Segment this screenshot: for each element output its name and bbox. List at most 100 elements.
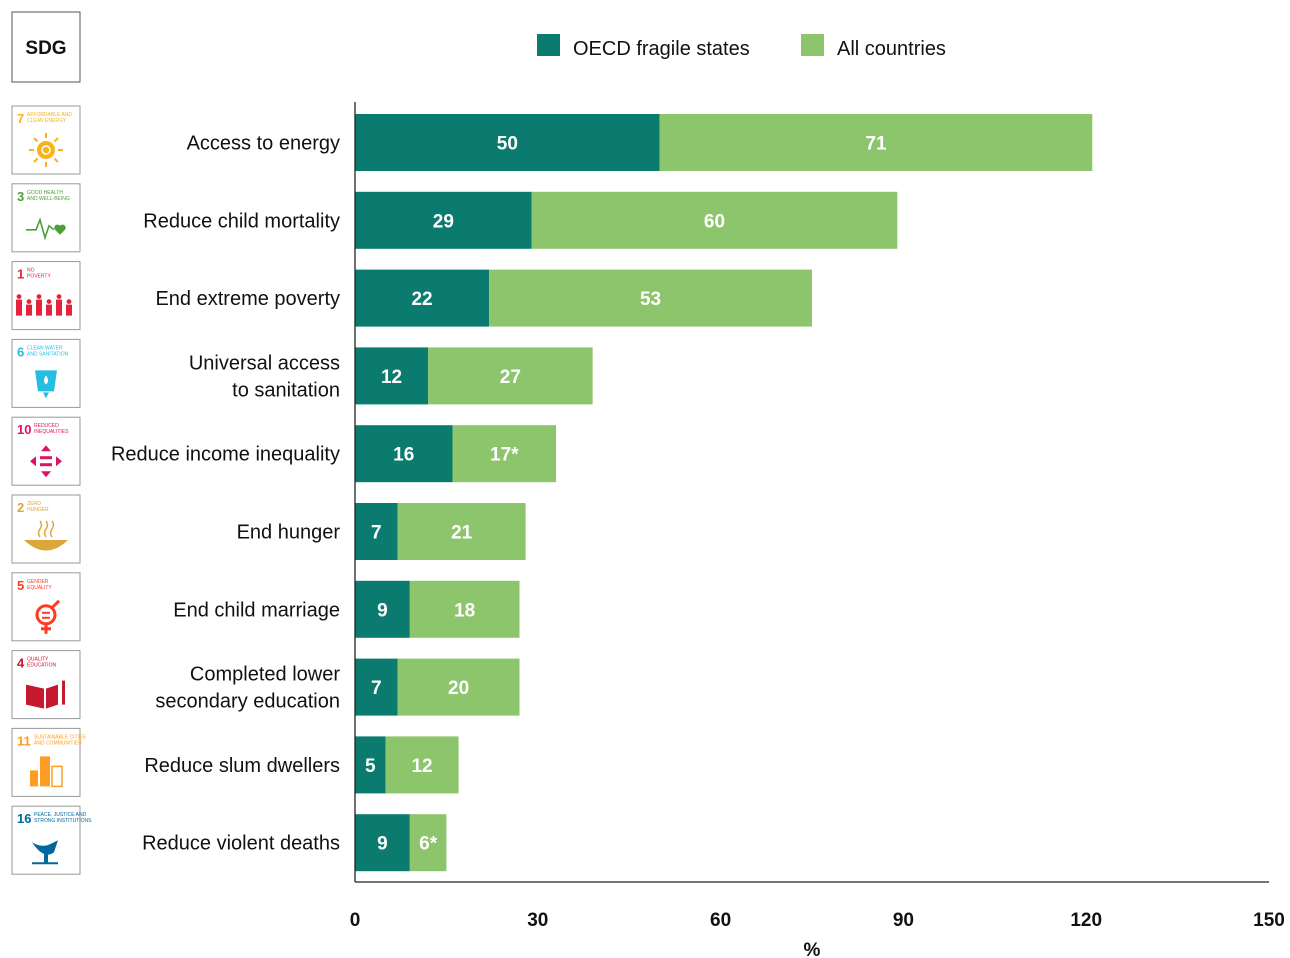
category-labels: Access to energy Reduce child mortality En… — [111, 133, 340, 855]
sdg-goal-title-line: CLEAN WATER — [27, 345, 63, 351]
bowl-icon — [24, 520, 68, 551]
bar-fragile-2 — [355, 269, 490, 327]
sdg-goal-number: 7 — [17, 111, 24, 126]
data-label-fragile-2: 22 — [411, 289, 432, 310]
sdg-goal-number: 6 — [17, 344, 24, 359]
sdg-goal-title-line: AND COMMUNITIES — [34, 740, 82, 746]
x-tick-label-5: 150 — [1253, 910, 1285, 931]
data-label-all-9: 6* — [419, 834, 438, 855]
data-label-fragile-3: 12 — [381, 367, 402, 388]
sdg-goal-number: 2 — [17, 500, 24, 515]
category-label-1: Reduce child mortality — [143, 210, 340, 232]
sdg-goal-number: 4 — [17, 656, 25, 671]
sdg-goal-number: 3 — [17, 189, 24, 204]
category-label-5: End hunger — [237, 522, 341, 544]
legend-label-all: All countries — [837, 38, 946, 60]
sdg-goal-title-line: CLEAN ENERGY — [27, 118, 67, 124]
heartbeat-icon — [26, 217, 66, 241]
category-label-3-line-0: Universal access — [189, 352, 340, 374]
x-tick-labels: 0 30 60 90 120 150 — [350, 910, 1285, 931]
sdg-goal-title-line: AND SANITATION — [27, 351, 69, 357]
category-label-7-line-1: secondary education — [155, 691, 340, 713]
sdg-goal-number: 1 — [17, 267, 24, 282]
water-glass-icon — [35, 370, 57, 399]
sdg-goal-title-line: INEQUALITIES — [34, 429, 69, 435]
category-label-3-line-1: to sanitation — [232, 379, 340, 401]
bar-all-2 — [489, 269, 812, 327]
sdg-goal-number: 16 — [17, 811, 31, 826]
data-label-fragile-6: 9 — [377, 600, 388, 621]
sdg-goal-number: 11 — [17, 733, 31, 748]
bar-all-9 — [409, 814, 447, 872]
bar-all-3 — [428, 347, 593, 405]
data-label-all-8: 12 — [411, 756, 432, 777]
data-label-all-4: 17* — [490, 445, 519, 466]
sun-power-icon — [29, 133, 63, 167]
bar-fragile-5 — [355, 503, 398, 560]
bar-fragile-9 — [355, 814, 410, 872]
sdg-goal-number: 10 — [17, 422, 31, 437]
dove-gavel-icon — [32, 840, 58, 865]
sdg-goal-title-line: EDUCATION — [27, 663, 56, 669]
data-label-fragile-8: 5 — [365, 756, 376, 777]
data-label-all-6: 18 — [454, 600, 475, 621]
bar-all-4 — [452, 425, 557, 483]
bar-all-8 — [385, 736, 459, 794]
data-label-fragile-5: 7 — [371, 523, 382, 544]
data-label-all-3: 27 — [500, 367, 521, 388]
sdg-goal-title-line: NO — [27, 268, 35, 274]
sdg-header: SDG — [11, 11, 81, 83]
sdg-header-label: SDG — [25, 38, 66, 59]
data-label-fragile-0: 50 — [497, 134, 518, 155]
bar-all-6 — [409, 580, 520, 638]
sdg-goal-title-line: QUALITY — [27, 657, 49, 663]
data-label-fragile-4: 16 — [393, 445, 414, 466]
data-label-all-0: 71 — [865, 134, 887, 155]
category-label-8: Reduce slum dwellers — [144, 755, 340, 777]
gender-symbol-icon — [35, 599, 61, 634]
city-buildings-icon — [30, 756, 63, 788]
x-tick-label-2: 60 — [710, 910, 731, 931]
sdg-tile-frame — [11, 183, 81, 253]
book-pencil-icon — [26, 680, 65, 709]
category-label-7-line-0: Completed lower — [190, 664, 340, 686]
bars: 50 71 29 60 22 53 12 27 16 17* 7 21 9 18 7 20 5 12 9 6* — [355, 114, 1093, 872]
family-icon — [16, 294, 72, 316]
data-label-fragile-7: 7 — [371, 678, 382, 699]
bar-fragile-0 — [355, 114, 660, 171]
category-label-9: Reduce violent deaths — [142, 833, 340, 855]
category-label-4: Reduce income inequality — [111, 444, 340, 466]
sdg-goal-title-line: HUNGER — [27, 507, 49, 513]
sdg-goal-title-line: ZERO — [27, 501, 41, 507]
bar-all-0 — [659, 114, 1093, 171]
data-label-all-5: 21 — [451, 523, 473, 544]
sdg-goal-title-line: GOOD HEALTH — [27, 190, 63, 196]
legend-label-fragile: OECD fragile states — [573, 38, 750, 60]
axes — [354, 102, 1269, 883]
data-label-fragile-9: 9 — [377, 834, 388, 855]
sdg-goal-title-line: SUSTAINABLE CITIES — [34, 734, 86, 740]
x-tick-label-1: 30 — [527, 910, 548, 931]
sdg-goal-title-line: EQUALITY — [27, 585, 52, 591]
bar-fragile-4 — [355, 425, 453, 483]
sdg-goal-title-line: PEACE, JUSTICE AND — [34, 812, 87, 818]
data-label-all-2: 53 — [640, 289, 661, 310]
x-tick-label-3: 90 — [893, 910, 914, 931]
sdg-goal-number: 5 — [17, 578, 24, 593]
sdg-goal-title-line: POVERTY — [27, 274, 51, 280]
category-label-2: End extreme poverty — [155, 288, 340, 310]
sdg-goal-title-line: AND WELL-BEING — [27, 196, 70, 202]
bar-fragile-1 — [355, 191, 532, 249]
data-label-all-1: 60 — [704, 211, 725, 232]
